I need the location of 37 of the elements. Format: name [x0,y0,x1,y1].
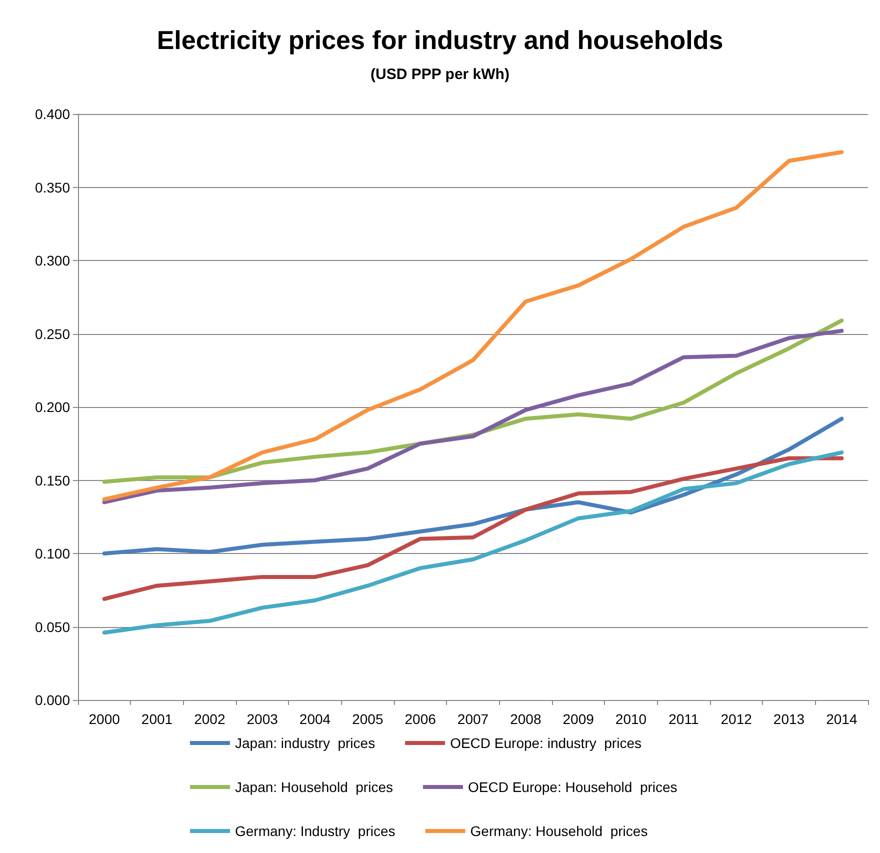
y-tick-label: 0.150 [34,472,70,488]
x-tick-label: 2007 [457,711,489,727]
line-series [102,150,844,502]
x-tick-label: 2005 [352,711,384,727]
x-tick-label: 2004 [299,711,331,727]
line-series [102,450,844,635]
x-tick-label: 2006 [404,711,436,727]
chart-subtitle: (USD PPP per kWh) [370,66,510,83]
legend-label: Germany: Industry prices [235,823,396,839]
chart-title: Electricity prices for industry and households [156,25,724,55]
x-tick-label: 2001 [141,711,173,727]
legend-label: Japan: Household prices [235,779,393,795]
y-tick-label: 0.400 [34,106,70,122]
x-tick-label: 2002 [194,711,226,727]
y-tick-label: 0.100 [34,546,70,562]
x-tick-label: 2009 [562,711,594,727]
y-tick-label: 0.050 [34,618,70,635]
legend-label: OECD Europe: Household prices [468,779,678,795]
y-tick-label: 0.350 [34,179,70,196]
legend-label: Germany: Household prices [470,823,648,839]
x-tick-label: 2003 [246,711,278,727]
line-series [102,328,844,504]
x-tick-label: 2010 [615,711,647,727]
x-tick-label: 2012 [720,711,752,727]
y-tick-label: 0.300 [34,252,70,268]
x-tick-label: 2013 [773,711,805,727]
y-tick-label: 0.000 [34,692,70,708]
legend-label: Japan: industry prices [235,735,376,751]
x-tick-label: 2014 [826,711,858,727]
y-tick-label: 0.250 [34,326,70,342]
line-series [102,416,844,556]
y-tick-label: 0.200 [34,399,70,415]
x-tick-label: 2008 [510,711,542,727]
legend-label: OECD Europe: industry prices [450,735,642,751]
x-tick-label: 2011 [668,711,699,727]
x-tick-label: 2000 [88,711,120,727]
line-series [102,456,844,601]
